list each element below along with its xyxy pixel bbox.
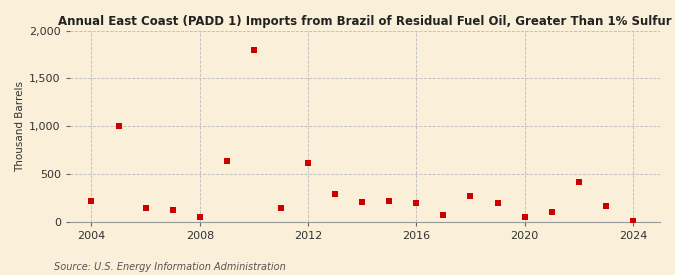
Point xyxy=(519,215,530,220)
Point xyxy=(546,210,557,214)
Point xyxy=(384,199,395,203)
Point xyxy=(194,215,205,220)
Point xyxy=(573,180,584,184)
Point xyxy=(221,158,232,163)
Point xyxy=(113,124,124,128)
Point xyxy=(438,213,449,217)
Y-axis label: Thousand Barrels: Thousand Barrels xyxy=(15,81,25,172)
Point xyxy=(248,48,259,52)
Point xyxy=(140,206,151,210)
Point xyxy=(275,206,286,211)
Point xyxy=(167,208,178,213)
Point xyxy=(411,201,422,205)
Point xyxy=(465,194,476,198)
Point xyxy=(302,161,313,165)
Point xyxy=(357,200,368,204)
Title: Annual East Coast (PADD 1) Imports from Brazil of Residual Fuel Oil, Greater Tha: Annual East Coast (PADD 1) Imports from … xyxy=(58,15,672,28)
Point xyxy=(601,204,612,209)
Point xyxy=(492,201,503,205)
Text: Source: U.S. Energy Information Administration: Source: U.S. Energy Information Administ… xyxy=(54,262,286,272)
Point xyxy=(628,219,639,224)
Point xyxy=(329,192,340,197)
Point xyxy=(86,199,97,203)
